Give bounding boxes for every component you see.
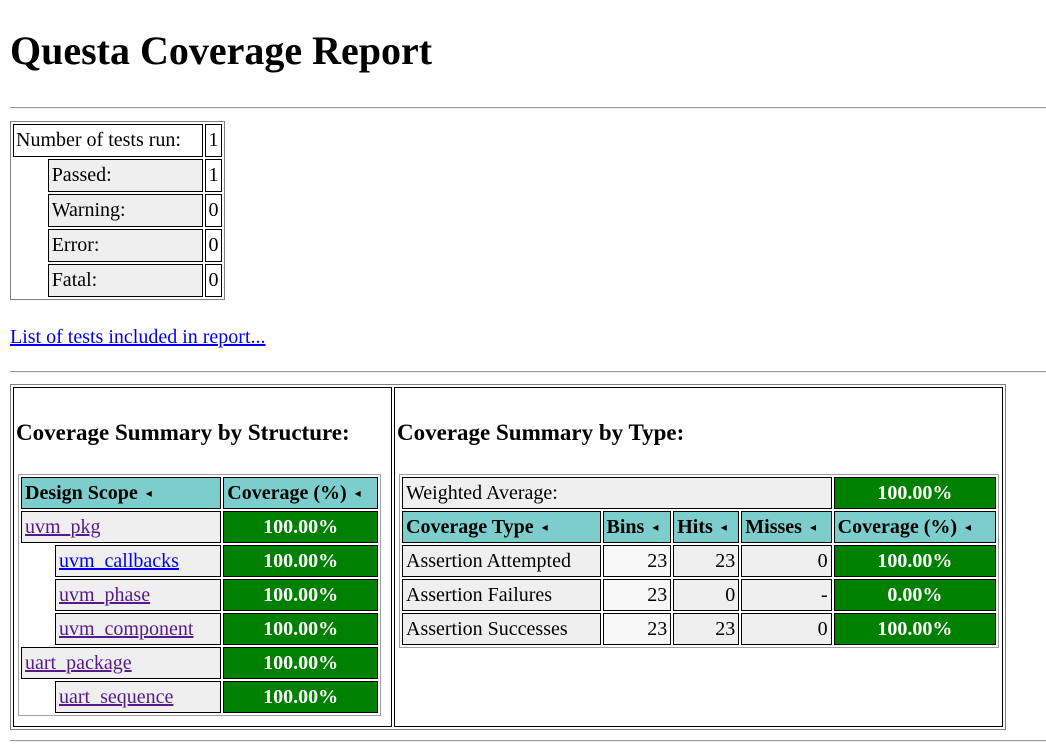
scope-link-uvm-pkg[interactable]: uvm_pkg — [25, 516, 101, 538]
tests-warning-value: 0 — [205, 194, 222, 227]
weighted-average-value: 100.00% — [833, 477, 996, 509]
misses-cell: 0 — [741, 613, 832, 645]
tests-summary-table: Number of tests run: 1 Passed: 1 Warning… — [10, 121, 225, 300]
coverage-value: 100.00% — [833, 613, 996, 645]
coverage-value: 100.00% — [223, 647, 378, 679]
coverage-value: 100.00% — [223, 613, 378, 645]
scope-cell: uart_sequence — [55, 681, 222, 713]
bins-cell: 23 — [602, 545, 672, 577]
scope-cell: uvm_pkg — [21, 511, 222, 543]
coverage-value: 100.00% — [833, 545, 996, 577]
sort-icon: ◂ — [541, 520, 548, 534]
weighted-average-label: Weighted Average: — [402, 477, 832, 509]
hits-header[interactable]: Hits ◂ — [673, 511, 740, 543]
sort-icon: ◂ — [809, 520, 816, 534]
scope-cell: uvm_phase — [55, 579, 222, 611]
table-row: Assertion Successes 23 23 0 100.00% — [402, 613, 996, 645]
coverage-value: 100.00% — [223, 579, 378, 611]
tests-run-value: 1 — [205, 124, 222, 157]
coverage-summary-panel: Coverage Summary by Structure: Design Sc… — [10, 384, 1006, 730]
tests-error-row: Error: 0 — [13, 229, 222, 262]
hits-cell: 0 — [673, 579, 740, 611]
coverage-type-cell: Assertion Failures — [402, 579, 601, 611]
table-row: uvm_callbacks 100.00% — [21, 545, 378, 577]
bins-cell: 23 — [602, 613, 672, 645]
hits-cell: 23 — [673, 613, 740, 645]
scope-cell: uvm_callbacks — [55, 545, 222, 577]
coverage-type-cell: Assertion Successes — [402, 613, 601, 645]
structure-summary-cell: Coverage Summary by Structure: Design Sc… — [13, 387, 392, 727]
sort-icon: ◂ — [720, 520, 727, 534]
sort-icon: ◂ — [652, 520, 659, 534]
scope-link-uvm-phase[interactable]: uvm_phase — [59, 584, 151, 606]
sort-icon: ◂ — [965, 520, 972, 534]
table-row: uart_package 100.00% — [21, 647, 378, 679]
coverage-value: 0.00% — [833, 579, 996, 611]
table-row: uart_sequence 100.00% — [21, 681, 378, 713]
tests-run-label: Number of tests run: — [13, 124, 203, 157]
tests-fatal-row: Fatal: 0 — [13, 264, 222, 297]
table-row: Assertion Attempted 23 23 0 100.00% — [402, 545, 996, 577]
design-scope-header[interactable]: Design Scope ◂ — [21, 477, 222, 509]
tests-error-label: Error: — [47, 229, 203, 262]
table-row: uvm_phase 100.00% — [21, 579, 378, 611]
scope-cell: uvm_component — [55, 613, 222, 645]
hits-cell: 23 — [673, 545, 740, 577]
divider — [10, 371, 1046, 373]
tests-warning-row: Warning: 0 — [13, 194, 222, 227]
type-table: Weighted Average: 100.00% Coverage Type ◂… — [399, 474, 999, 648]
misses-header[interactable]: Misses ◂ — [741, 511, 832, 543]
type-summary-title: Coverage Summary by Type: — [397, 420, 685, 445]
scope-link-uvm-callbacks[interactable]: uvm_callbacks — [59, 550, 179, 572]
type-coverage-header[interactable]: Coverage (%) ◂ — [833, 511, 996, 543]
tests-passed-label: Passed: — [47, 159, 203, 192]
coverage-type-cell: Assertion Attempted — [402, 545, 601, 577]
structure-summary-title: Coverage Summary by Structure: — [16, 420, 350, 445]
type-summary-cell: Coverage Summary by Type: Weighted Avera… — [394, 387, 1003, 727]
tests-fatal-value: 0 — [205, 264, 222, 297]
sort-icon: ◂ — [145, 486, 152, 500]
misses-cell: - — [741, 579, 832, 611]
table-row: uvm_component 100.00% — [21, 613, 378, 645]
tests-passed-row: Passed: 1 — [13, 159, 222, 192]
misses-cell: 0 — [741, 545, 832, 577]
table-row: uvm_pkg 100.00% — [21, 511, 378, 543]
page-title: Questa Coverage Report — [10, 28, 433, 73]
scope-link-uvm-component[interactable]: uvm_component — [59, 618, 194, 640]
scope-link-uart-package[interactable]: uart_package — [25, 652, 132, 674]
bins-header[interactable]: Bins ◂ — [602, 511, 672, 543]
scope-cell: uart_package — [21, 647, 222, 679]
coverage-value: 100.00% — [223, 511, 378, 543]
tests-fatal-label: Fatal: — [47, 264, 203, 297]
coverage-type-header[interactable]: Coverage Type ◂ — [402, 511, 601, 543]
table-row: Assertion Failures 23 0 - 0.00% — [402, 579, 996, 611]
test-list-link[interactable]: List of tests included in report... — [10, 326, 266, 348]
sort-icon: ◂ — [354, 486, 361, 500]
coverage-value: 100.00% — [223, 681, 378, 713]
tests-run-row: Number of tests run: 1 — [13, 124, 222, 157]
coverage-value: 100.00% — [223, 545, 378, 577]
coverage-header[interactable]: Coverage (%) ◂ — [223, 477, 378, 509]
tests-warning-label: Warning: — [47, 194, 203, 227]
divider — [10, 107, 1046, 109]
bins-cell: 23 — [602, 579, 672, 611]
tests-passed-value: 1 — [205, 159, 222, 192]
tests-error-value: 0 — [205, 229, 222, 262]
scope-link-uart-sequence[interactable]: uart_sequence — [59, 686, 174, 708]
weighted-average-row: Weighted Average: 100.00% — [402, 477, 996, 509]
structure-table: Design Scope ◂ Coverage (%) ◂ uvm_pkg 100.… — [18, 474, 381, 716]
divider — [10, 740, 1046, 742]
